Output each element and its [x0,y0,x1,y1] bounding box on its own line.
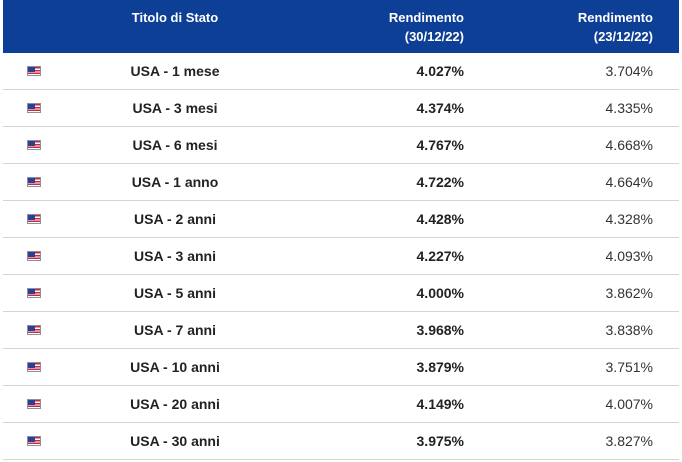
us-flag-icon [27,288,41,298]
yield-current: 4.149% [416,396,464,412]
us-flag-icon [27,140,41,150]
us-flag-icon [27,177,41,187]
table-row[interactable]: USA - 7 anni 3.968% 3.838% [3,312,679,349]
table-row[interactable]: USA - 6 mesi 4.767% 4.668% [3,127,679,164]
yield-current: 4.722% [416,174,464,190]
bond-name[interactable]: USA - 7 anni [134,322,216,338]
yield-previous: 3.827% [605,433,653,449]
yield-previous: 3.862% [605,285,653,301]
bond-name[interactable]: USA - 20 anni [130,396,220,412]
column-header-yield-current-date: (30/12/22) [404,29,464,44]
table-row[interactable]: USA - 1 mese 4.027% 3.704% [3,53,679,90]
bond-name[interactable]: USA - 30 anni [130,433,220,449]
yield-current: 3.968% [416,322,464,338]
us-flag-icon [27,66,41,76]
bond-name[interactable]: USA - 1 anno [131,174,219,190]
us-flag-icon [27,325,41,335]
yield-current: 4.767% [416,137,464,153]
yield-previous: 3.838% [605,322,653,338]
us-flag-icon [27,103,41,113]
column-header-name[interactable]: Titolo di Stato [100,8,250,27]
column-header-yield-previous-date: (23/12/22) [593,29,653,44]
table-row[interactable]: USA - 3 mesi 4.374% 4.335% [3,90,679,127]
table-row[interactable]: USA - 1 anno 4.722% 4.664% [3,164,679,201]
us-flag-icon [27,436,41,446]
us-flag-icon [27,362,41,372]
yield-previous: 4.335% [605,100,653,116]
column-header-yield-current-label: Rendimento [388,10,464,25]
yield-previous: 3.751% [605,359,653,375]
table-row[interactable]: USA - 20 anni 4.149% 4.007% [3,386,679,423]
yield-current: 4.000% [416,285,464,301]
table-row[interactable]: USA - 10 anni 3.879% 3.751% [3,349,679,386]
yield-previous: 4.007% [605,396,653,412]
yield-current: 4.027% [416,63,464,79]
bond-name[interactable]: USA - 6 mesi [132,137,218,153]
table-row[interactable]: USA - 5 anni 4.000% 3.862% [3,275,679,312]
bond-name[interactable]: USA - 3 mesi [132,100,218,116]
us-flag-icon [27,251,41,261]
column-header-yield-previous[interactable]: Rendimento (23/12/22) [533,8,653,46]
bond-name[interactable]: USA - 1 mese [130,63,220,79]
column-header-yield-current[interactable]: Rendimento (30/12/22) [344,8,464,46]
yield-current: 4.227% [416,248,464,264]
yield-previous: 4.668% [605,137,653,153]
bond-name[interactable]: USA - 2 anni [134,211,216,227]
yield-current: 4.374% [416,100,464,116]
yield-current: 3.879% [416,359,464,375]
yield-previous: 4.093% [605,248,653,264]
us-flag-icon [27,399,41,409]
table-row[interactable]: USA - 2 anni 4.428% 4.328% [3,201,679,238]
table-body: USA - 1 mese 4.027% 3.704% USA - 3 mesi 4.37… [3,53,679,460]
yield-previous: 4.664% [605,174,653,190]
column-header-name-label: Titolo di Stato [131,10,219,25]
us-flag-icon [27,214,41,224]
column-header-yield-previous-label: Rendimento [577,10,653,25]
yield-previous: 3.704% [605,63,653,79]
table-row[interactable]: USA - 3 anni 4.227% 4.093% [3,238,679,275]
table-row[interactable]: USA - 30 anni 3.975% 3.827% [3,423,679,460]
table-header: Titolo di Stato Rendimento (30/12/22) Re… [3,0,679,53]
bond-yield-table: Titolo di Stato Rendimento (30/12/22) Re… [3,0,679,460]
yield-previous: 4.328% [605,211,653,227]
yield-current: 3.975% [416,433,464,449]
yield-current: 4.428% [416,211,464,227]
bond-name[interactable]: USA - 3 anni [134,248,216,264]
bond-name[interactable]: USA - 5 anni [134,285,216,301]
bond-name[interactable]: USA - 10 anni [130,359,220,375]
